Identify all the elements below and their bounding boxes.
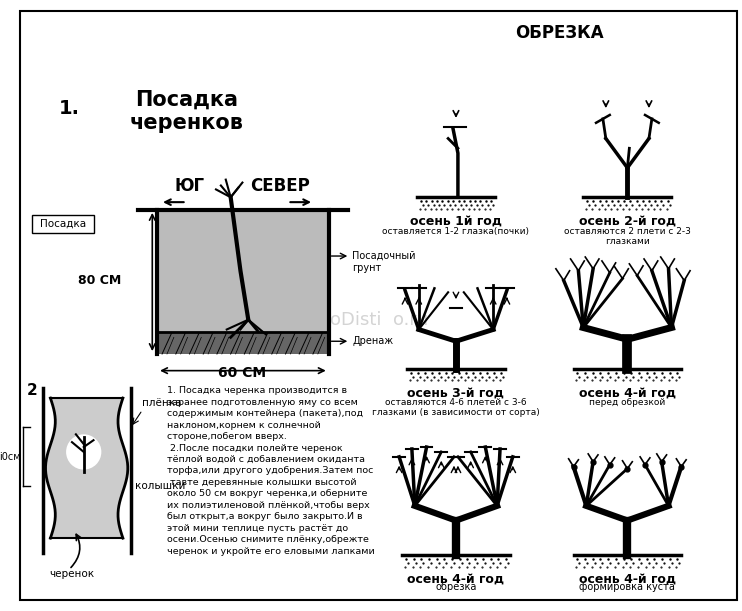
Text: осень 2-й год: осень 2-й год [579,215,676,228]
Text: плёнка: плёнка [142,398,182,408]
Text: ОБРЕЗКА: ОБРЕЗКА [516,24,604,42]
Text: перед обрезкой: перед обрезкой [589,398,666,407]
Text: осень 4-й год: осень 4-й год [407,573,505,585]
Text: Посадка
черенков: Посадка черенков [130,89,243,133]
Text: 80 СМ: 80 СМ [78,274,121,287]
Text: oDisti  o.ru: oDisti o.ru [330,311,429,329]
Bar [157,332,329,354]
Text: ЮГ: ЮГ [174,177,205,196]
Text: 1.: 1. [59,100,79,119]
Text: осень 4-й год: осень 4-й год [579,573,676,585]
Text: Дренаж: Дренаж [352,336,393,346]
Text: i0см: i0см [0,452,21,462]
Polygon shape [45,398,128,538]
Text: Посадка: Посадка [40,219,86,229]
Text: колышки: колышки [134,481,185,491]
Text: оставляются 4-6 плетей с 3-6
глазками (в зависимости от сорта): оставляются 4-6 плетей с 3-6 глазками (в… [372,398,540,417]
Text: 60 СМ: 60 СМ [218,367,266,381]
FancyBboxPatch shape [32,215,94,233]
Text: осень 1й год: осень 1й год [410,215,502,228]
Text: формировка куста: формировка куста [580,582,675,592]
Text: СЕВЕР: СЕВЕР [250,177,309,196]
Circle shape [66,434,102,470]
Text: оставляется 1-2 глазка(почки): оставляется 1-2 глазка(почки) [382,227,530,236]
Text: обрезка: обрезка [436,582,476,592]
Text: черенок: черенок [50,569,94,579]
Text: Посадочный
грунт: Посадочный грунт [352,251,416,273]
Text: оставляются 2 плети с 2-3
глазками: оставляются 2 плети с 2-3 глазками [564,227,691,246]
Text: 2: 2 [27,383,38,398]
Text: 1. Посадка черенка производится в
заранее подготовленную яму со всем
содержимым : 1. Посадка черенка производится в заране… [167,386,375,555]
Bar [157,210,329,354]
Text: осень 4-й год: осень 4-й год [579,386,676,400]
Text: осень 3-й год: осень 3-й год [407,386,505,400]
